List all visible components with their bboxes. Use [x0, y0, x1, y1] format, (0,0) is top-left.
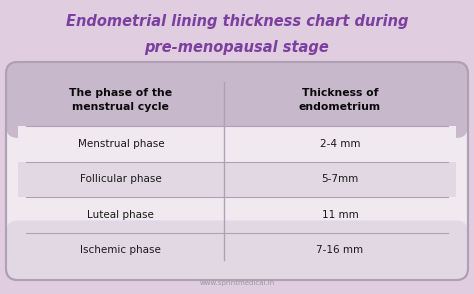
- Bar: [18, 110, 456, 126]
- Text: pre-menopausal stage: pre-menopausal stage: [145, 40, 329, 55]
- Text: 2-4 mm: 2-4 mm: [319, 139, 360, 149]
- Text: 5-7mm: 5-7mm: [321, 174, 358, 184]
- Bar: [18, 197, 456, 233]
- FancyBboxPatch shape: [6, 62, 468, 138]
- Text: The phase of the
menstrual cycle: The phase of the menstrual cycle: [69, 88, 173, 112]
- Text: Endometrial lining thickness chart during: Endometrial lining thickness chart durin…: [66, 14, 408, 29]
- Text: Follicular phase: Follicular phase: [80, 174, 162, 184]
- FancyBboxPatch shape: [6, 62, 468, 280]
- Text: Menstrual phase: Menstrual phase: [78, 139, 164, 149]
- Bar: [18, 126, 456, 161]
- Bar: [18, 161, 456, 197]
- Text: 11 mm: 11 mm: [321, 210, 358, 220]
- Bar: [18, 233, 456, 248]
- FancyBboxPatch shape: [6, 220, 468, 280]
- Text: Thickness of
endometrium: Thickness of endometrium: [299, 88, 381, 112]
- Text: Luteal phase: Luteal phase: [88, 210, 155, 220]
- Text: Ischemic phase: Ischemic phase: [81, 245, 161, 255]
- Text: 7-16 mm: 7-16 mm: [316, 245, 364, 255]
- Text: www.sprintmedical.in: www.sprintmedical.in: [200, 280, 274, 286]
